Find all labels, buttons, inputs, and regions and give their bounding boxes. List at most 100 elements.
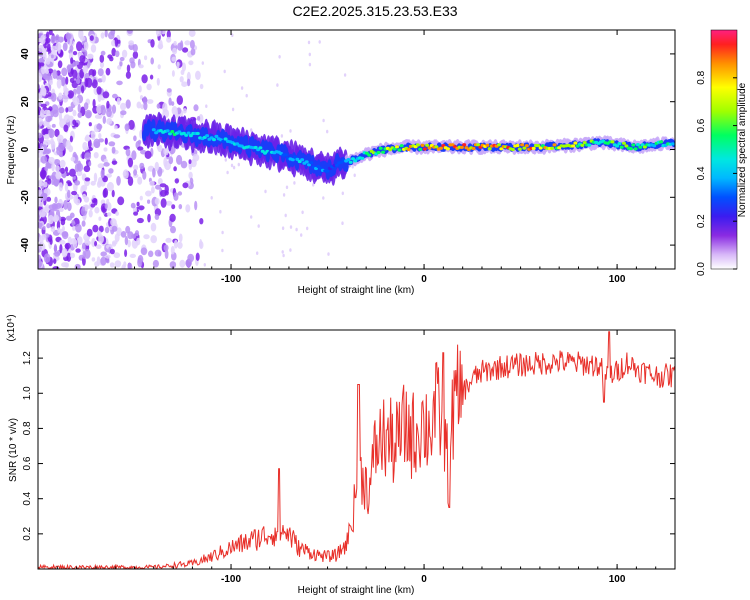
noise-blob xyxy=(77,112,83,118)
noise-blob xyxy=(75,198,81,206)
noise-blob xyxy=(94,114,102,119)
ridge-core xyxy=(376,150,381,155)
noise-blob xyxy=(106,212,112,217)
noise-blob xyxy=(306,226,309,231)
noise-blob xyxy=(143,234,150,240)
noise-blob xyxy=(203,263,206,267)
spectrogram-x-label: Height of straight line (km) xyxy=(298,285,415,296)
noise-blob xyxy=(250,128,253,132)
noise-blob xyxy=(93,152,99,159)
noise-blob xyxy=(133,211,139,216)
noise-blob xyxy=(327,252,330,256)
ridge-core xyxy=(360,156,365,160)
noise-blob xyxy=(179,259,186,268)
noise-blob xyxy=(63,124,69,132)
noise-blob xyxy=(157,178,163,185)
noise-blob xyxy=(66,252,72,262)
noise-blob xyxy=(168,156,174,165)
noise-blob xyxy=(192,153,200,162)
noise-blob xyxy=(88,122,92,127)
noise-blob xyxy=(38,148,43,158)
ridge-core xyxy=(510,147,515,152)
noise-blob xyxy=(44,165,49,172)
noise-blob xyxy=(185,259,192,268)
noise-blob xyxy=(113,125,118,130)
noise-blob xyxy=(106,100,110,109)
noise-blob xyxy=(40,103,47,108)
noise-blob xyxy=(293,181,296,185)
noise-blob xyxy=(85,77,93,88)
noise-blob xyxy=(160,198,167,208)
noise-blob xyxy=(62,42,68,52)
ridge-core xyxy=(177,130,182,134)
noise-blob xyxy=(97,176,103,186)
noise-blob xyxy=(127,262,133,269)
noise-blob xyxy=(180,40,184,51)
noise-blob xyxy=(52,109,59,118)
noise-blob xyxy=(38,44,45,53)
noise-blob xyxy=(185,204,191,213)
noise-blob xyxy=(129,253,136,258)
ridge-core xyxy=(571,144,576,148)
noise-blob xyxy=(110,218,117,227)
ridge-core xyxy=(640,143,645,147)
noise-blob xyxy=(57,44,61,54)
noise-blob xyxy=(84,205,88,212)
ridge-core xyxy=(550,146,555,150)
noise-blob xyxy=(157,144,163,153)
noise-blob xyxy=(278,55,281,59)
ridge-core xyxy=(587,143,592,147)
noise-blob xyxy=(69,45,74,52)
ridge-core xyxy=(622,141,626,145)
ridge-core xyxy=(425,143,430,147)
noise-blob xyxy=(38,181,44,187)
noise-blob xyxy=(80,85,85,94)
noise-blob xyxy=(90,44,97,53)
noise-blob xyxy=(41,233,47,240)
noise-blob xyxy=(147,213,151,223)
noise-blob xyxy=(125,148,131,157)
noise-blob xyxy=(93,141,101,149)
noise-blob xyxy=(40,155,48,164)
noise-blob xyxy=(150,222,157,232)
ridge-core xyxy=(642,145,647,149)
noise-blob xyxy=(289,248,292,252)
noise-blob xyxy=(136,101,142,109)
noise-blob xyxy=(58,182,64,192)
noise-blob xyxy=(132,51,139,59)
noise-blob xyxy=(308,62,312,67)
ridge-core xyxy=(497,143,501,147)
noise-blob xyxy=(171,204,176,210)
ridge-core xyxy=(293,155,298,159)
noise-blob xyxy=(99,61,105,68)
noise-blob xyxy=(79,55,86,64)
noise-blob xyxy=(92,69,97,77)
noise-blob xyxy=(351,164,354,169)
noise-blob xyxy=(226,170,229,175)
noise-blob xyxy=(100,32,105,39)
y-tick-label: -20 xyxy=(20,190,31,205)
noise-blob xyxy=(72,109,77,117)
noise-blob xyxy=(174,178,179,184)
ridge-core xyxy=(378,146,383,150)
noise-blob xyxy=(44,206,48,211)
noise-blob xyxy=(53,258,57,265)
noise-blob xyxy=(127,231,134,240)
noise-blob xyxy=(58,106,65,114)
noise-blob xyxy=(124,249,128,257)
noise-blob xyxy=(113,252,121,259)
noise-blob xyxy=(104,203,108,209)
noise-blob xyxy=(67,34,71,45)
spectrogram-ridge xyxy=(141,111,675,186)
noise-blob xyxy=(182,182,189,189)
noise-blob xyxy=(39,243,46,251)
ridge-core xyxy=(434,145,439,149)
ridge-core xyxy=(441,144,446,148)
snr-frame xyxy=(37,329,676,570)
noise-blob xyxy=(114,50,120,58)
noise-blob xyxy=(150,235,157,244)
noise-blob xyxy=(281,226,285,230)
noise-blob xyxy=(62,225,65,232)
noise-blob xyxy=(308,52,311,57)
noise-blob xyxy=(54,196,58,204)
